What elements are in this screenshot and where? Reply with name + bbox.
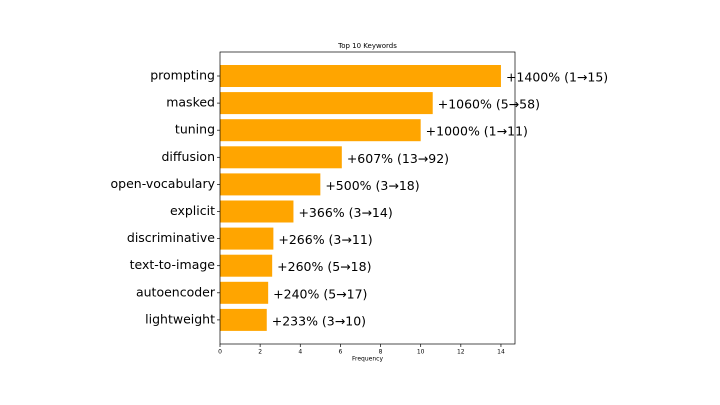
y-tick-label: tuning — [175, 122, 215, 137]
y-tick-label: masked — [166, 95, 215, 110]
bar — [220, 65, 501, 87]
x-tick-label: 12 — [457, 349, 465, 356]
bar-annotation: +1000% (1→11) — [426, 124, 528, 139]
bar — [220, 308, 267, 331]
bar — [220, 146, 342, 169]
bar-annotation: +240% (5→17) — [273, 286, 367, 301]
y-tick-label: open-vocabulary — [111, 176, 216, 191]
chart-title: Top 10 Keywords — [337, 42, 397, 50]
bar — [220, 173, 321, 196]
bar — [220, 200, 294, 223]
x-tick-label: 6 — [338, 349, 342, 356]
y-tick-label: explicit — [170, 203, 215, 218]
bar-annotation: +260% (5→18) — [277, 259, 371, 274]
x-axis-label: Frequency — [352, 356, 383, 363]
bar-annotation: +1400% (1→15) — [506, 70, 608, 85]
y-tick-label: discriminative — [127, 230, 215, 245]
bar-annotation: +366% (3→14) — [298, 205, 392, 220]
y-tick-label: autoencoder — [136, 284, 216, 299]
bar — [220, 281, 269, 304]
y-tick-label: text-to-image — [130, 257, 216, 272]
y-tick-label: diffusion — [162, 149, 216, 164]
x-tick-label: 4 — [298, 349, 302, 356]
plot-frame — [219, 51, 516, 345]
bar — [220, 227, 274, 250]
bar — [220, 254, 273, 277]
bar-annotation: +1060% (5→58) — [438, 97, 540, 112]
bar-annotation: +266% (3→11) — [278, 232, 372, 247]
y-tick-label: prompting — [150, 68, 215, 83]
x-tick-label: 10 — [417, 349, 425, 356]
x-tick-label: 0 — [218, 349, 222, 356]
bar-annotation: +607% (13→92) — [347, 151, 449, 166]
bar-annotation: +233% (3→10) — [272, 313, 366, 328]
bar — [220, 92, 433, 115]
x-tick-label: 14 — [497, 349, 505, 356]
x-tick-label: 2 — [258, 349, 262, 356]
y-tick-label: lightweight — [145, 311, 215, 326]
bar-annotation: +500% (3→18) — [325, 178, 419, 193]
x-tick-label: 8 — [379, 349, 383, 356]
bar — [220, 119, 421, 142]
